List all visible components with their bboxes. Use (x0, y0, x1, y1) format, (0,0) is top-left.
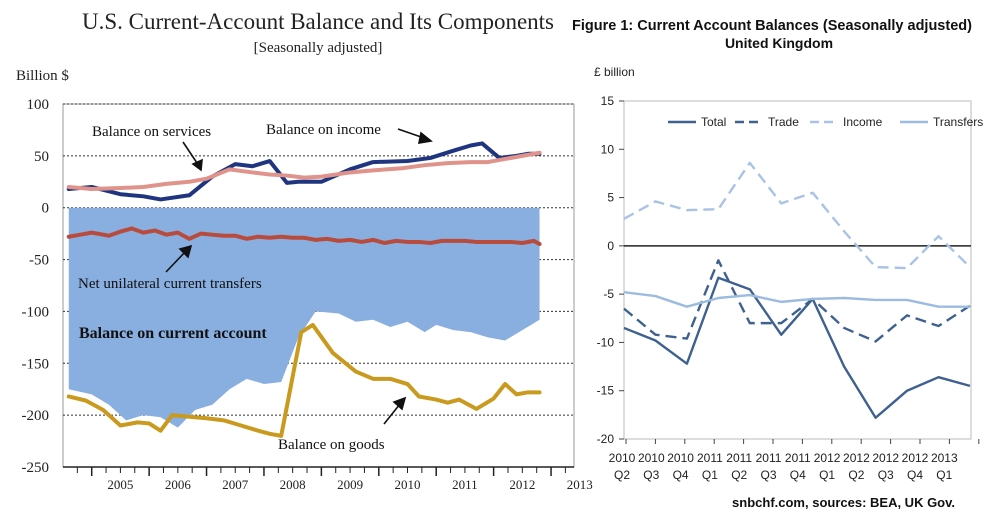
uk-y-tick-label: -20 (597, 432, 615, 446)
us-y-axis-label: Billion $ (16, 68, 69, 84)
uk-legend-label: Income (843, 115, 883, 129)
us-current-account-area (68, 207, 540, 428)
uk-x-tick-label-quarter: Q1 (936, 468, 952, 482)
us-chart-subtitle: [Seasonally adjusted] (254, 40, 383, 56)
uk-x-tick-label-quarter: Q4 (673, 468, 689, 482)
uk-y-tick-label: 15 (601, 94, 615, 108)
uk-x-tick-label-quarter: Q2 (848, 468, 864, 482)
uk-x-tick-label-year: 2011 (756, 451, 782, 465)
arrow-goods (383, 403, 401, 425)
arrow-transfers-head (178, 244, 193, 259)
source-note: snbchf.com, sources: BEA, UK Gov. (732, 495, 955, 510)
us-chart: U.S. Current-Account Balance and Its Com… (16, 9, 593, 492)
arrow-goods-head (392, 396, 407, 411)
uk-x-tick-label-year: 2011 (785, 451, 811, 465)
uk-x-tick-label-quarter: Q1 (819, 468, 835, 482)
uk-x-ticks: 2010 Q2 2010 Q3 2010 Q4 2011 Q1 2011 Q2 2011 Q3 2011… (609, 439, 980, 482)
us-y-tick-label: -250 (22, 460, 50, 476)
us-x-tick-label: 2013 (567, 477, 593, 492)
uk-y-tick-label: -5 (603, 287, 614, 301)
us-annotation-arrows (165, 128, 433, 425)
us-series-balance-on-goods (66, 322, 542, 438)
us-y-tick-label: -100 (22, 304, 50, 320)
us-y-ticks: 100 50 0 -50 -100 -150 -200 -250 (22, 97, 50, 476)
uk-x-tick-label-quarter: Q2 (731, 468, 747, 482)
uk-chart: Figure 1: Current Account Balances (Seas… (572, 18, 983, 482)
us-series-net-unilateral-current-transfers (66, 226, 542, 247)
uk-y-axis-label: £ billion (594, 65, 635, 79)
us-annotation-income: Balance on income (266, 122, 381, 138)
us-x-tick-label: 2008 (280, 477, 306, 492)
uk-y-tick-label: -15 (597, 384, 615, 398)
uk-x-tick-label-year: 2010 (638, 451, 665, 465)
uk-x-tick-label-year: 2011 (726, 451, 752, 465)
uk-x-tick-label-year: 2011 (697, 451, 723, 465)
us-x-tick-label: 2006 (165, 477, 192, 492)
us-chart-title: U.S. Current-Account Balance and Its Com… (82, 9, 554, 34)
uk-series-total (623, 276, 971, 419)
uk-x-tick-label-quarter: Q3 (643, 468, 659, 482)
arrow-services-head (191, 158, 203, 172)
us-y-tick-label: 50 (34, 149, 49, 165)
us-series-lines (66, 141, 542, 438)
us-annotation-current-account: Balance on current account (79, 325, 267, 342)
uk-x-tick-label-quarter: Q3 (878, 468, 894, 482)
uk-legend-label: Trade (768, 115, 799, 129)
uk-x-tick-label-year: 2012 (902, 451, 929, 465)
us-annotation-services: Balance on services (92, 124, 211, 140)
arrow-transfers (165, 250, 187, 273)
uk-series-lines (623, 161, 971, 419)
uk-x-tick-label-quarter: Q4 (790, 468, 806, 482)
uk-x-tick-label-quarter: Q4 (907, 468, 923, 482)
uk-x-tick-label-year: 2012 (872, 451, 899, 465)
uk-chart-subtitle: United Kingdom (725, 35, 833, 51)
uk-x-tick-label-year: 2013 (931, 451, 958, 465)
us-annotation-goods: Balance on goods (278, 437, 385, 453)
us-y-tick-label: -200 (22, 408, 50, 424)
us-annotation-transfers: Net unilateral current transfers (78, 276, 262, 292)
uk-y-ticks: 15 10 5 0 -5 -10 -15 -20 (597, 94, 971, 446)
us-x-tick-label: 2011 (452, 477, 478, 492)
us-y-tick-label: -150 (22, 356, 50, 372)
uk-legend-label: Total (701, 115, 726, 129)
uk-series-transfers (623, 291, 970, 308)
us-x-tick-label: 2010 (394, 477, 420, 492)
uk-x-tick-label-year: 2012 (814, 451, 841, 465)
uk-x-tick-label-year: 2010 (667, 451, 694, 465)
uk-legend-label: Transfers (933, 115, 983, 129)
uk-y-tick-label: -10 (597, 335, 615, 349)
us-y-tick-label: 100 (27, 97, 50, 113)
uk-x-tick-label-quarter: Q3 (760, 468, 776, 482)
uk-series-income (623, 161, 971, 270)
us-stray-mark: ' (117, 477, 119, 491)
uk-plot-area (623, 100, 972, 440)
uk-y-tick-label: 0 (607, 239, 614, 253)
us-series-balance-on-income (66, 141, 542, 202)
us-x-tick-label: 2007 (222, 477, 249, 492)
uk-x-tick-label-year: 2012 (843, 451, 870, 465)
us-x-ticks: 2005 2006 2007 2008 2009 2010 2011 2012 2013 (76, 467, 593, 492)
us-y-tick-label: -50 (29, 253, 49, 269)
arrow-income-head (417, 131, 433, 144)
us-x-tick-label: 2005 (107, 477, 133, 492)
uk-y-tick-label: 5 (607, 191, 614, 205)
us-x-tick-label: 2009 (337, 477, 363, 492)
uk-legend: Total Trade Income Transfers (668, 115, 983, 129)
uk-series-trade (623, 259, 971, 343)
uk-x-tick-label-quarter: Q2 (614, 468, 630, 482)
us-y-tick-label: 0 (42, 201, 50, 217)
uk-x-tick-label-year: 2010 (609, 451, 636, 465)
us-x-tick-label: 2012 (509, 477, 535, 492)
uk-x-tick-label-quarter: Q1 (702, 468, 718, 482)
uk-chart-title: Figure 1: Current Account Balances (Seas… (572, 18, 972, 34)
uk-y-tick-label: 10 (601, 142, 615, 156)
us-series-balance-on-services (66, 150, 542, 192)
